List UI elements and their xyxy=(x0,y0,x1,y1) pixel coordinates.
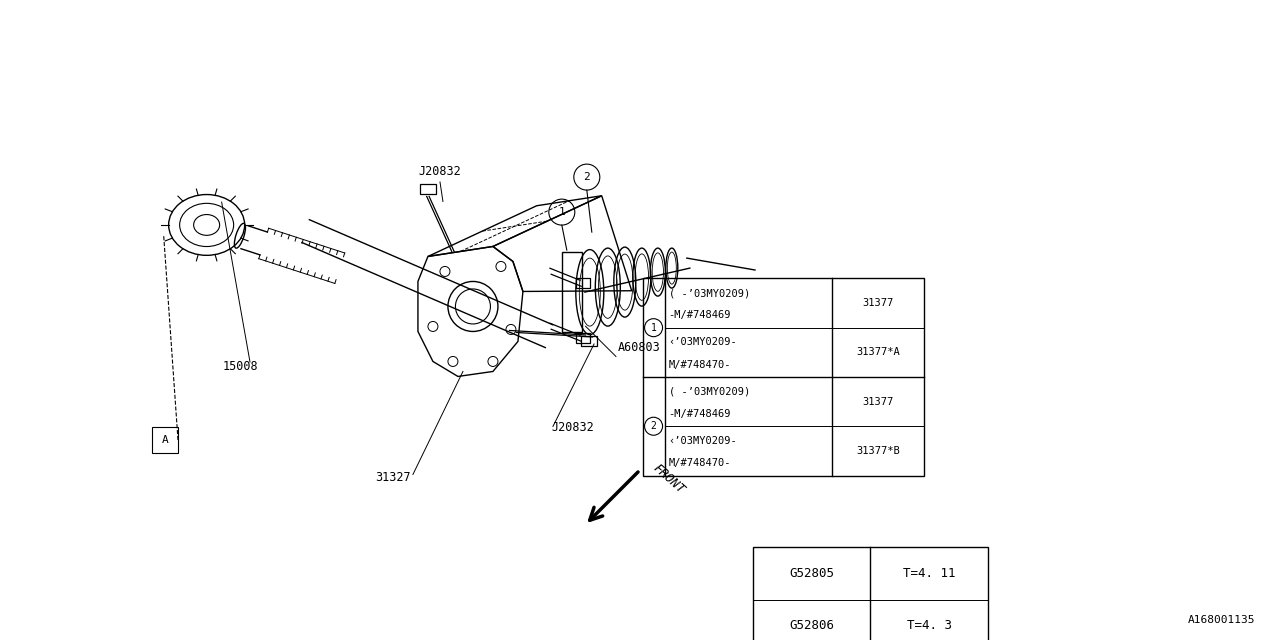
Text: G52805: G52805 xyxy=(788,567,835,580)
Bar xyxy=(643,278,924,476)
Text: 31377: 31377 xyxy=(863,397,893,406)
Text: A168001135: A168001135 xyxy=(1188,615,1254,625)
Bar xyxy=(562,252,582,332)
Text: T=4. 11: T=4. 11 xyxy=(902,567,956,580)
Text: M/#748470-: M/#748470- xyxy=(668,458,731,468)
Text: 31377*B: 31377*B xyxy=(856,446,900,456)
Text: A: A xyxy=(161,435,169,445)
Text: 31327: 31327 xyxy=(375,472,411,484)
Text: J20832: J20832 xyxy=(419,165,461,178)
Text: G52806: G52806 xyxy=(788,620,835,632)
Bar xyxy=(152,427,178,453)
Text: -M/#748469: -M/#748469 xyxy=(668,409,731,419)
Text: 1: 1 xyxy=(558,207,566,217)
Text: T=4. 3: T=4. 3 xyxy=(906,620,952,632)
Text: J20832: J20832 xyxy=(552,422,594,435)
Text: -M/#748469: -M/#748469 xyxy=(668,310,731,321)
Bar xyxy=(576,278,590,288)
Bar xyxy=(420,184,436,195)
Text: FRONT: FRONT xyxy=(650,462,686,497)
Text: 31377: 31377 xyxy=(863,298,893,308)
Text: ( -’03MY0209): ( -’03MY0209) xyxy=(668,387,750,397)
Bar xyxy=(576,333,590,343)
Text: ( -’03MY0209): ( -’03MY0209) xyxy=(668,288,750,298)
Text: M/#748470-: M/#748470- xyxy=(668,360,731,370)
Text: A60803: A60803 xyxy=(618,342,660,355)
Text: 2: 2 xyxy=(650,421,657,431)
Text: 2: 2 xyxy=(584,172,590,182)
Text: ‹’03MY0209-: ‹’03MY0209- xyxy=(668,337,737,348)
Text: 1: 1 xyxy=(650,323,657,333)
Bar xyxy=(581,336,596,346)
Text: 31377*A: 31377*A xyxy=(856,348,900,357)
Text: ‹’03MY0209-: ‹’03MY0209- xyxy=(668,436,737,446)
Bar xyxy=(753,547,988,640)
Text: 15008: 15008 xyxy=(223,360,257,373)
